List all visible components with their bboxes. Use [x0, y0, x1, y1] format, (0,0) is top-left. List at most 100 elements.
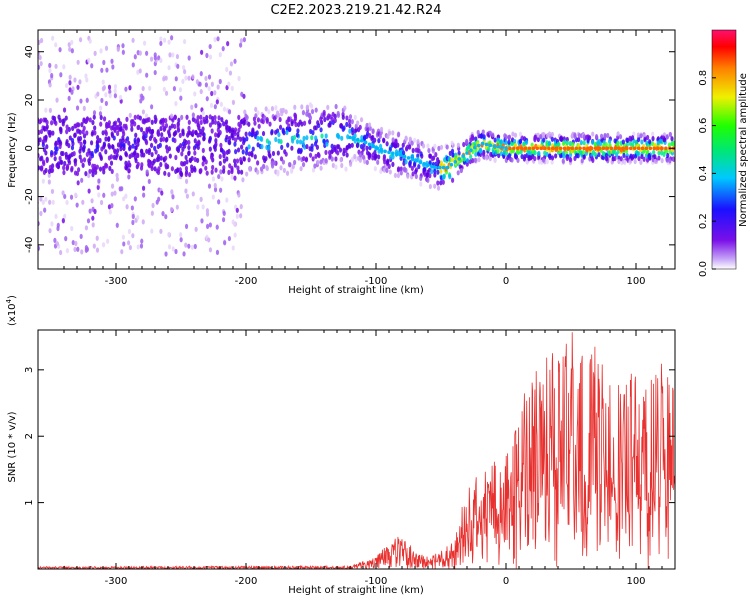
heatmap-cell: [399, 166, 403, 172]
heatmap-cell: [84, 171, 88, 177]
heatmap-cell: [244, 150, 249, 156]
heatmap-cell: [476, 129, 480, 136]
heatmap-cell: [510, 157, 514, 163]
heatmap-cell: [385, 141, 389, 147]
ridge-cell: [652, 146, 656, 151]
heatmap-cell: [201, 155, 206, 161]
heatmap-cell: [168, 153, 172, 159]
heatmap-cell: [87, 148, 91, 154]
heatmap-cell: [493, 157, 497, 164]
heatmap-cell: [210, 81, 214, 87]
heatmap-cell: [237, 75, 241, 82]
heatmap-cell: [391, 130, 395, 136]
heatmap-cell: [439, 168, 443, 174]
heatmap-cell: [316, 120, 320, 126]
heatmap-cell: [550, 159, 554, 165]
ridge-cell: [473, 145, 477, 150]
heatmap-cell: [474, 151, 478, 157]
colorbar-label: Normalized spectral amplitude: [738, 73, 749, 227]
heatmap-cell: [39, 60, 43, 67]
ridge-cell: [597, 146, 602, 151]
heatmap-cell: [617, 158, 621, 165]
heatmap-cell: [241, 177, 245, 183]
heatmap-cell: [147, 178, 151, 185]
heatmap-cell: [284, 151, 288, 157]
ridge-cell: [625, 146, 629, 151]
heatmap-cell: [136, 124, 140, 131]
y-tick-label: 1: [24, 499, 35, 505]
heatmap-cell: [118, 155, 123, 161]
heatmap-cell: [50, 150, 54, 156]
heatmap-cell: [207, 138, 212, 144]
heatmap-cell: [205, 208, 210, 214]
heatmap-cell: [174, 101, 178, 107]
heatmap-cell: [399, 155, 403, 161]
heatmap-cell: [251, 146, 255, 152]
heatmap-cell: [75, 105, 80, 111]
heatmap-cell: [322, 112, 326, 118]
heatmap-cell: [69, 194, 74, 200]
heatmap-cell: [289, 168, 294, 174]
heatmap-cell: [616, 131, 620, 137]
heatmap-cell: [99, 199, 104, 206]
heatmap-cell: [436, 157, 440, 163]
ridge-cell: [621, 146, 625, 151]
heatmap-cell: [341, 114, 345, 120]
heatmap-cell: [44, 167, 48, 174]
heatmap-cell: [185, 114, 189, 120]
heatmap-cell: [657, 155, 661, 161]
heatmap-cell: [330, 116, 334, 122]
heatmap-cell: [339, 123, 343, 129]
heatmap-cell: [140, 148, 144, 154]
heatmap-cell: [433, 168, 437, 174]
heatmap-cell: [61, 190, 65, 196]
heatmap-cell: [233, 162, 237, 168]
heatmap-cell: [164, 155, 168, 161]
heatmap-cell: [211, 119, 215, 125]
heatmap-cell: [222, 106, 227, 112]
spectrogram-heatmap: [38, 35, 675, 257]
heatmap-cell: [161, 136, 166, 142]
ridge-cell: [539, 146, 543, 151]
heatmap-cell: [488, 156, 492, 162]
heatmap-cell: [201, 110, 205, 116]
heatmap-cell: [496, 148, 500, 155]
heatmap-cell: [79, 141, 83, 147]
heatmap-cell: [213, 36, 217, 43]
heatmap-cell: [519, 149, 523, 155]
heatmap-cell: [102, 142, 106, 148]
x-tick-label: -200: [235, 276, 258, 287]
heatmap-cell: [218, 52, 222, 58]
heatmap-cell: [393, 172, 398, 179]
heatmap-cell: [247, 157, 251, 163]
heatmap-cell: [200, 49, 204, 55]
ridge-cell: [648, 146, 653, 151]
heatmap-cell: [141, 185, 146, 191]
heatmap-cell: [414, 169, 418, 175]
heatmap-cell: [356, 120, 360, 126]
heatmap-cell: [465, 139, 469, 145]
heatmap-cell: [67, 42, 71, 48]
heatmap-cell: [145, 72, 149, 78]
heatmap-cell: [399, 170, 403, 176]
ridge-cell: [586, 146, 590, 151]
heatmap-cell: [386, 158, 390, 164]
heatmap-cell: [347, 118, 352, 124]
heatmap-cell: [421, 143, 426, 149]
heatmap-cell: [279, 165, 283, 171]
heatmap-cell: [155, 157, 159, 163]
heatmap-cell: [81, 162, 85, 168]
heatmap-cell: [577, 132, 582, 139]
heatmap-cell: [78, 79, 82, 85]
heatmap-cell: [367, 122, 372, 128]
heatmap-cell: [168, 125, 172, 131]
heatmap-cell: [265, 118, 269, 124]
ridge-cell: [593, 146, 598, 151]
heatmap-cell: [257, 123, 261, 129]
snr-frame: [37, 329, 676, 570]
heatmap-cell: [208, 122, 213, 128]
heatmap-cell: [233, 141, 237, 147]
heatmap-cell: [70, 137, 75, 144]
ridge-cell: [461, 154, 465, 158]
